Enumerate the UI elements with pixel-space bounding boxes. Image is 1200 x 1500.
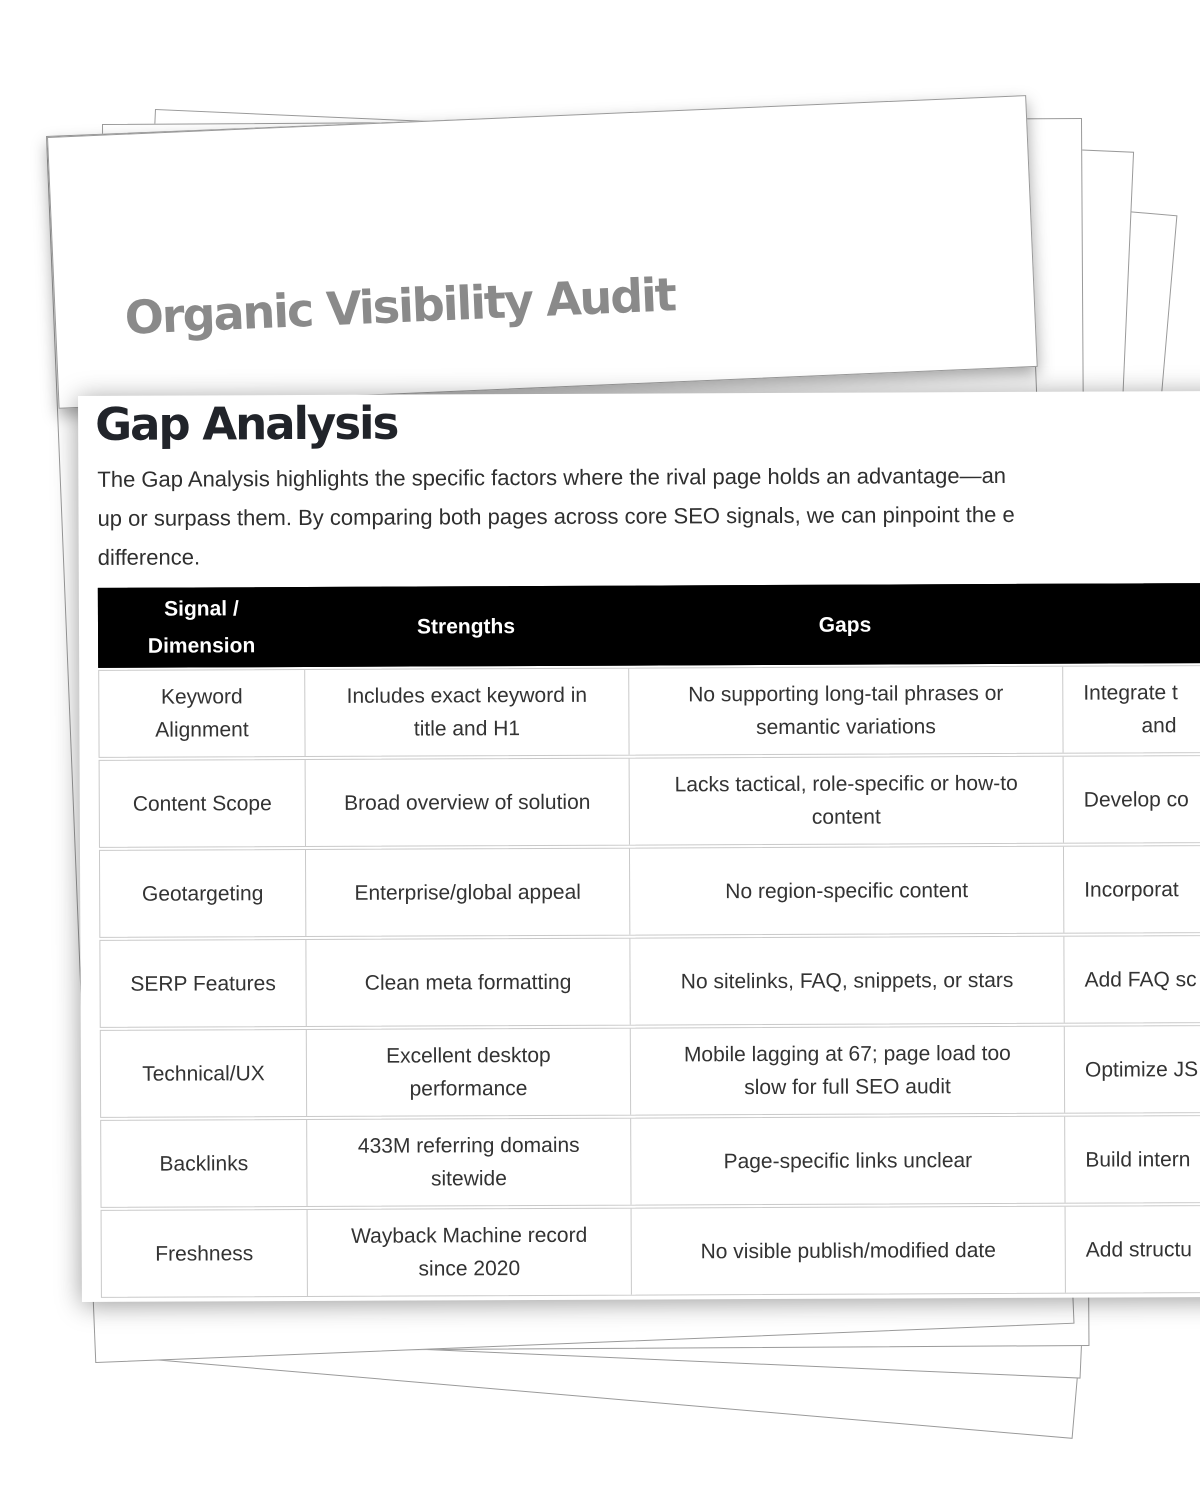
cell-line: Add structu: [1085, 1237, 1193, 1262]
cell-line: Optimize JS: [1084, 1057, 1199, 1082]
intro-line: difference.: [97, 544, 201, 570]
cell-line: since 2020: [418, 1257, 521, 1281]
cover-title: Organic Visibility Audit: [123, 267, 676, 345]
cell-line: Freshness: [155, 1241, 254, 1266]
signal-cell: Freshness: [102, 1210, 307, 1297]
header-line: Dimension: [147, 634, 256, 658]
cell-line: Clean meta formatting: [364, 970, 572, 995]
signal-cell: Content Scope: [100, 760, 305, 847]
signal-cell: SERP Features: [100, 940, 305, 1027]
cell-line: 433M referring domains: [357, 1133, 580, 1158]
cell-line: Backlinks: [159, 1151, 249, 1176]
cell-line: Excellent desktop: [386, 1043, 551, 1068]
recommendations-cell: Optimize JS: [1063, 1024, 1200, 1113]
cell-line: Geotargeting: [141, 881, 264, 906]
cell-line: Keyword: [160, 685, 243, 709]
report-page: Gap Analysis The Gap Analysis highlights…: [78, 389, 1200, 1302]
gaps-cell: No supporting long-tail phrases or seman…: [628, 666, 1063, 755]
table-row-technical-ux: Technical/UX Excellent desktop performan…: [99, 1023, 1200, 1118]
cell-line: Alignment: [155, 718, 249, 742]
cell-line: performance: [409, 1077, 528, 1101]
gaps-cell: Page-specific links unclear: [630, 1116, 1065, 1205]
gaps-cell: No visible publish/modified date: [630, 1206, 1065, 1295]
table-header-row: Signal / Dimension Strengths Gaps: [97, 581, 1200, 668]
strengths-cell: Clean meta formatting: [305, 938, 630, 1027]
title-page: Organic Visibility Audit: [47, 95, 1038, 409]
signal-cell: Technical/UX: [101, 1030, 306, 1117]
strengths-cell: Wayback Machine record since 2020: [306, 1208, 631, 1297]
recommendations-cell: Add FAQ sc: [1063, 934, 1200, 1023]
header-line: Signal /: [164, 597, 239, 621]
intro-paragraph: The Gap Analysis highlights the specific…: [97, 456, 1015, 577]
table-row-geotargeting: Geotargeting Enterprise/global appeal No…: [98, 843, 1200, 938]
cell-line: Technical/UX: [142, 1061, 265, 1086]
gaps-cell: Mobile lagging at 67; page load too slow…: [629, 1026, 1065, 1115]
table-row-keyword-alignment: Keyword Alignment Includes exact keyword…: [98, 663, 1200, 758]
cell-line: slow for full SEO audit: [744, 1075, 951, 1100]
cell-line: Develop co: [1083, 787, 1189, 812]
cell-line: Incorporat: [1084, 877, 1179, 902]
cell-line: No sitelinks, FAQ, snippets, or stars: [680, 968, 1014, 993]
cell-line: No region-specific content: [725, 878, 969, 903]
cell-line: Lacks tactical, role-specific or how-to: [674, 771, 1018, 797]
recommendations-cell: Develop co: [1062, 754, 1200, 843]
table-row-freshness: Freshness Wayback Machine record since 2…: [100, 1203, 1200, 1298]
strengths-cell: Enterprise/global appeal: [304, 848, 630, 937]
cell-line: and: [1141, 714, 1177, 738]
cell-line: Integrate t: [1083, 681, 1178, 705]
table-row-content-scope: Content Scope Broad overview of solution…: [98, 753, 1200, 848]
page-heading: Gap Analysis: [95, 396, 398, 451]
recommendations-cell: Integrate t and: [1062, 664, 1200, 753]
strengths-cell: Excellent desktop performance: [305, 1028, 631, 1117]
cell-line: semantic variations: [756, 715, 936, 740]
cell-line: sitewide: [430, 1167, 507, 1191]
cell-line: content: [811, 805, 881, 829]
recommendations-cell: Incorporat: [1062, 844, 1200, 933]
gaps-cell: Lacks tactical, role-specific or how-to …: [628, 756, 1063, 845]
cell-line: Includes exact keyword in: [346, 683, 588, 708]
header-cell-strengths: Strengths: [304, 587, 628, 666]
cell-line: Add FAQ sc: [1084, 967, 1197, 992]
cell-line: Wayback Machine record: [351, 1223, 588, 1248]
table-row-backlinks: Backlinks 433M referring domains sitewid…: [100, 1113, 1200, 1208]
recommendations-cell: Add structu: [1064, 1204, 1200, 1293]
cell-line: Mobile lagging at 67; page load too: [683, 1041, 1011, 1067]
header-cell-recommendations: [1062, 583, 1200, 663]
cell-line: Broad overview of solution: [344, 790, 591, 815]
cell-line: Content Scope: [132, 791, 272, 816]
signal-cell: Geotargeting: [100, 850, 305, 937]
cell-line: No visible publish/modified date: [700, 1238, 996, 1263]
cell-line: No supporting long-tail phrases or: [688, 681, 1004, 707]
cell-line: Enterprise/global appeal: [354, 880, 581, 905]
header-cell-gaps: Gaps: [628, 585, 1062, 665]
cell-line: Build intern: [1085, 1147, 1191, 1172]
strengths-cell: Includes exact keyword in title and H1: [304, 668, 629, 757]
cell-line: SERP Features: [130, 971, 276, 996]
header-line: Strengths: [416, 614, 516, 639]
gaps-cell: No region-specific content: [628, 846, 1064, 935]
gaps-cell: No sitelinks, FAQ, snippets, or stars: [629, 936, 1064, 1025]
gap-analysis-table: Signal / Dimension Strengths Gaps Keywor…: [97, 581, 1200, 1298]
recommendations-cell: Build intern: [1064, 1114, 1200, 1203]
strengths-cell: Broad overview of solution: [304, 758, 629, 847]
intro-line: The Gap Analysis highlights the specific…: [97, 462, 1007, 492]
cell-line: title and H1: [413, 717, 521, 741]
strengths-cell: 433M referring domains sitewide: [306, 1118, 631, 1207]
signal-cell: Backlinks: [101, 1120, 306, 1207]
signal-cell: Keyword Alignment: [99, 670, 304, 757]
table-row-serp-features: SERP Features Clean meta formatting No s…: [99, 933, 1200, 1028]
header-line: Gaps: [818, 613, 872, 637]
intro-line: up or surpass them. By comparing both pa…: [97, 501, 1015, 531]
cell-line: Page-specific links unclear: [723, 1148, 973, 1173]
header-cell-signal-dimension: Signal / Dimension: [99, 588, 304, 667]
